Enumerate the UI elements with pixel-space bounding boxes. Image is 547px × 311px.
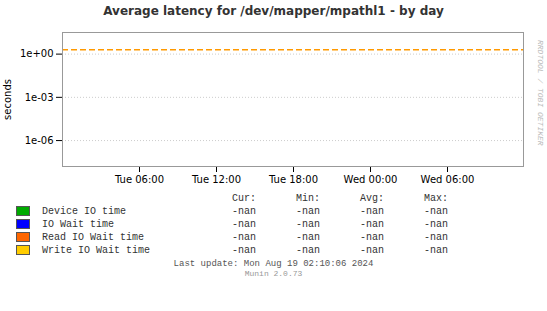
svg-text:Tue 06:00: Tue 06:00 xyxy=(114,174,164,185)
html-text:Device IO time: Device IO time xyxy=(42,206,126,217)
html-text:Avg:: Avg: xyxy=(360,193,384,204)
html-text:-nan: -nan xyxy=(296,206,320,217)
svg-text:1e-03: 1e-03 xyxy=(25,92,54,103)
html-text:Min:: Min: xyxy=(296,193,320,204)
svg-text:1e-06: 1e-06 xyxy=(25,135,54,146)
html-text:-nan: -nan xyxy=(232,219,256,230)
html-text:-nan: -nan xyxy=(232,232,256,243)
html-text:RRDTOOL / TOBI OETIKER: RRDTOOL / TOBI OETIKER xyxy=(536,40,545,146)
html-text:-nan: -nan xyxy=(424,245,448,256)
html-text:-nan: -nan xyxy=(232,206,256,217)
html-text:-nan: -nan xyxy=(424,232,448,243)
html-text:-nan: -nan xyxy=(360,206,384,217)
svg-text:Tue 18:00: Tue 18:00 xyxy=(268,174,318,185)
html-text:Average latency for /dev/mappe: Average latency for /dev/mapper/mpathl1 … xyxy=(103,4,444,18)
html-text:-nan: -nan xyxy=(360,232,384,243)
html-text:-nan: -nan xyxy=(296,245,320,256)
svg-text:Wed 06:00: Wed 06:00 xyxy=(421,174,475,185)
html-text:-nan: -nan xyxy=(424,206,448,217)
html-text:-nan: -nan xyxy=(424,219,448,230)
html-text:-nan: -nan xyxy=(360,245,384,256)
html-text:Write IO Wait time: Write IO Wait time xyxy=(42,245,150,256)
svg-text:Wed 00:00: Wed 00:00 xyxy=(344,174,398,185)
html-text:Cur:: Cur: xyxy=(232,193,256,204)
html-text:-nan: -nan xyxy=(296,219,320,230)
svg-text:1e+00: 1e+00 xyxy=(20,48,54,59)
html-text:-nan: -nan xyxy=(360,219,384,230)
html-text:-nan: -nan xyxy=(232,245,256,256)
html-text:-nan: -nan xyxy=(296,232,320,243)
html-text:Max:: Max: xyxy=(424,193,448,204)
html-text:Read IO Wait time: Read IO Wait time xyxy=(42,232,144,243)
svg-text:Tue 12:00: Tue 12:00 xyxy=(191,174,241,185)
html-text:Munin 2.0.73: Munin 2.0.73 xyxy=(244,269,303,278)
html-text:IO Wait time: IO Wait time xyxy=(42,219,114,230)
svg-text:seconds: seconds xyxy=(2,79,13,120)
html-text:Last update: Mon Aug 19 02:10:: Last update: Mon Aug 19 02:10:06 2024 xyxy=(173,259,374,269)
